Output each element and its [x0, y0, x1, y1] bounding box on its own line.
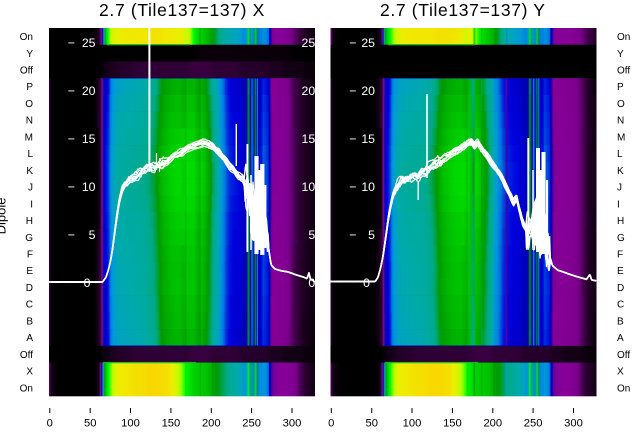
svg-text:20: 20: [82, 84, 96, 98]
svg-text:250: 250: [242, 418, 261, 430]
svg-text:50: 50: [84, 418, 96, 430]
svg-text:20: 20: [361, 84, 375, 98]
svg-text:E: E: [26, 266, 33, 277]
svg-text:F: F: [617, 250, 623, 261]
svg-text:I: I: [30, 199, 33, 210]
svg-text:On: On: [617, 32, 630, 43]
svg-text:L: L: [27, 149, 33, 160]
svg-text:D: D: [617, 283, 624, 294]
svg-text:L: L: [617, 149, 623, 160]
svg-text:15: 15: [302, 132, 316, 146]
svg-text:G: G: [617, 233, 625, 244]
svg-text:Dipole: Dipole: [0, 198, 9, 235]
svg-text:Off: Off: [20, 66, 33, 77]
svg-text:0: 0: [363, 276, 370, 290]
svg-text:P: P: [617, 82, 624, 93]
svg-text:K: K: [617, 166, 624, 177]
svg-text:0: 0: [328, 418, 334, 430]
svg-text:X: X: [26, 367, 33, 378]
svg-text:−: −: [68, 132, 75, 146]
svg-text:−: −: [68, 84, 75, 98]
svg-text:5: 5: [368, 228, 375, 242]
svg-text:50: 50: [365, 418, 377, 430]
svg-text:20: 20: [302, 84, 316, 98]
svg-text:N: N: [26, 116, 33, 127]
svg-text:P: P: [26, 82, 33, 93]
svg-text:200: 200: [483, 418, 502, 430]
svg-text:15: 15: [361, 132, 375, 146]
svg-text:N: N: [617, 116, 624, 127]
svg-text:I: I: [617, 199, 620, 210]
svg-text:K: K: [26, 166, 33, 177]
svg-text:A: A: [617, 333, 624, 344]
svg-text:H: H: [26, 216, 33, 227]
svg-text:H: H: [617, 216, 624, 227]
svg-text:Off: Off: [20, 350, 33, 361]
svg-text:2.7 (Tile137=137) X: 2.7 (Tile137=137) X: [99, 0, 265, 20]
svg-text:O: O: [617, 99, 625, 110]
svg-text:D: D: [26, 283, 33, 294]
svg-text:10: 10: [361, 180, 375, 194]
svg-text:B: B: [617, 316, 624, 327]
svg-text:−: −: [349, 132, 356, 146]
svg-text:M: M: [617, 132, 625, 143]
svg-text:150: 150: [162, 418, 181, 430]
svg-text:100: 100: [403, 418, 422, 430]
svg-text:15: 15: [82, 132, 96, 146]
svg-text:On: On: [20, 383, 33, 394]
svg-text:G: G: [25, 233, 33, 244]
svg-text:−: −: [68, 228, 75, 242]
svg-text:Y: Y: [26, 49, 33, 60]
svg-text:M: M: [25, 132, 33, 143]
svg-text:On: On: [617, 383, 630, 394]
svg-text:25: 25: [82, 36, 96, 50]
svg-text:E: E: [617, 266, 624, 277]
svg-text:−: −: [349, 228, 356, 242]
svg-text:C: C: [26, 300, 33, 311]
svg-text:300: 300: [283, 418, 302, 430]
svg-text:−: −: [349, 180, 356, 194]
svg-text:J: J: [617, 183, 622, 194]
svg-text:250: 250: [524, 418, 543, 430]
svg-text:−: −: [349, 84, 356, 98]
svg-text:0: 0: [47, 418, 53, 430]
svg-text:10: 10: [82, 180, 96, 194]
svg-text:−: −: [68, 36, 75, 50]
svg-text:150: 150: [443, 418, 462, 430]
svg-text:O: O: [25, 99, 33, 110]
svg-text:X: X: [617, 367, 624, 378]
svg-text:0: 0: [84, 276, 91, 290]
svg-text:F: F: [27, 250, 33, 261]
svg-text:0: 0: [308, 276, 315, 290]
svg-text:J: J: [28, 183, 33, 194]
svg-text:2.7 (Tile137=137) Y: 2.7 (Tile137=137) Y: [380, 0, 546, 20]
svg-text:300: 300: [564, 418, 583, 430]
svg-text:Off: Off: [617, 66, 630, 77]
svg-text:C: C: [617, 300, 624, 311]
svg-text:Y: Y: [617, 49, 624, 60]
svg-text:10: 10: [302, 180, 316, 194]
svg-text:25: 25: [361, 36, 375, 50]
svg-text:5: 5: [308, 228, 315, 242]
svg-text:Off: Off: [617, 350, 630, 361]
svg-text:25: 25: [302, 36, 316, 50]
svg-text:−: −: [349, 36, 356, 50]
svg-text:B: B: [26, 316, 33, 327]
svg-text:5: 5: [89, 228, 96, 242]
svg-text:200: 200: [202, 418, 221, 430]
svg-text:−: −: [68, 180, 75, 194]
svg-text:A: A: [26, 333, 33, 344]
svg-text:100: 100: [121, 418, 140, 430]
svg-text:On: On: [20, 32, 33, 43]
